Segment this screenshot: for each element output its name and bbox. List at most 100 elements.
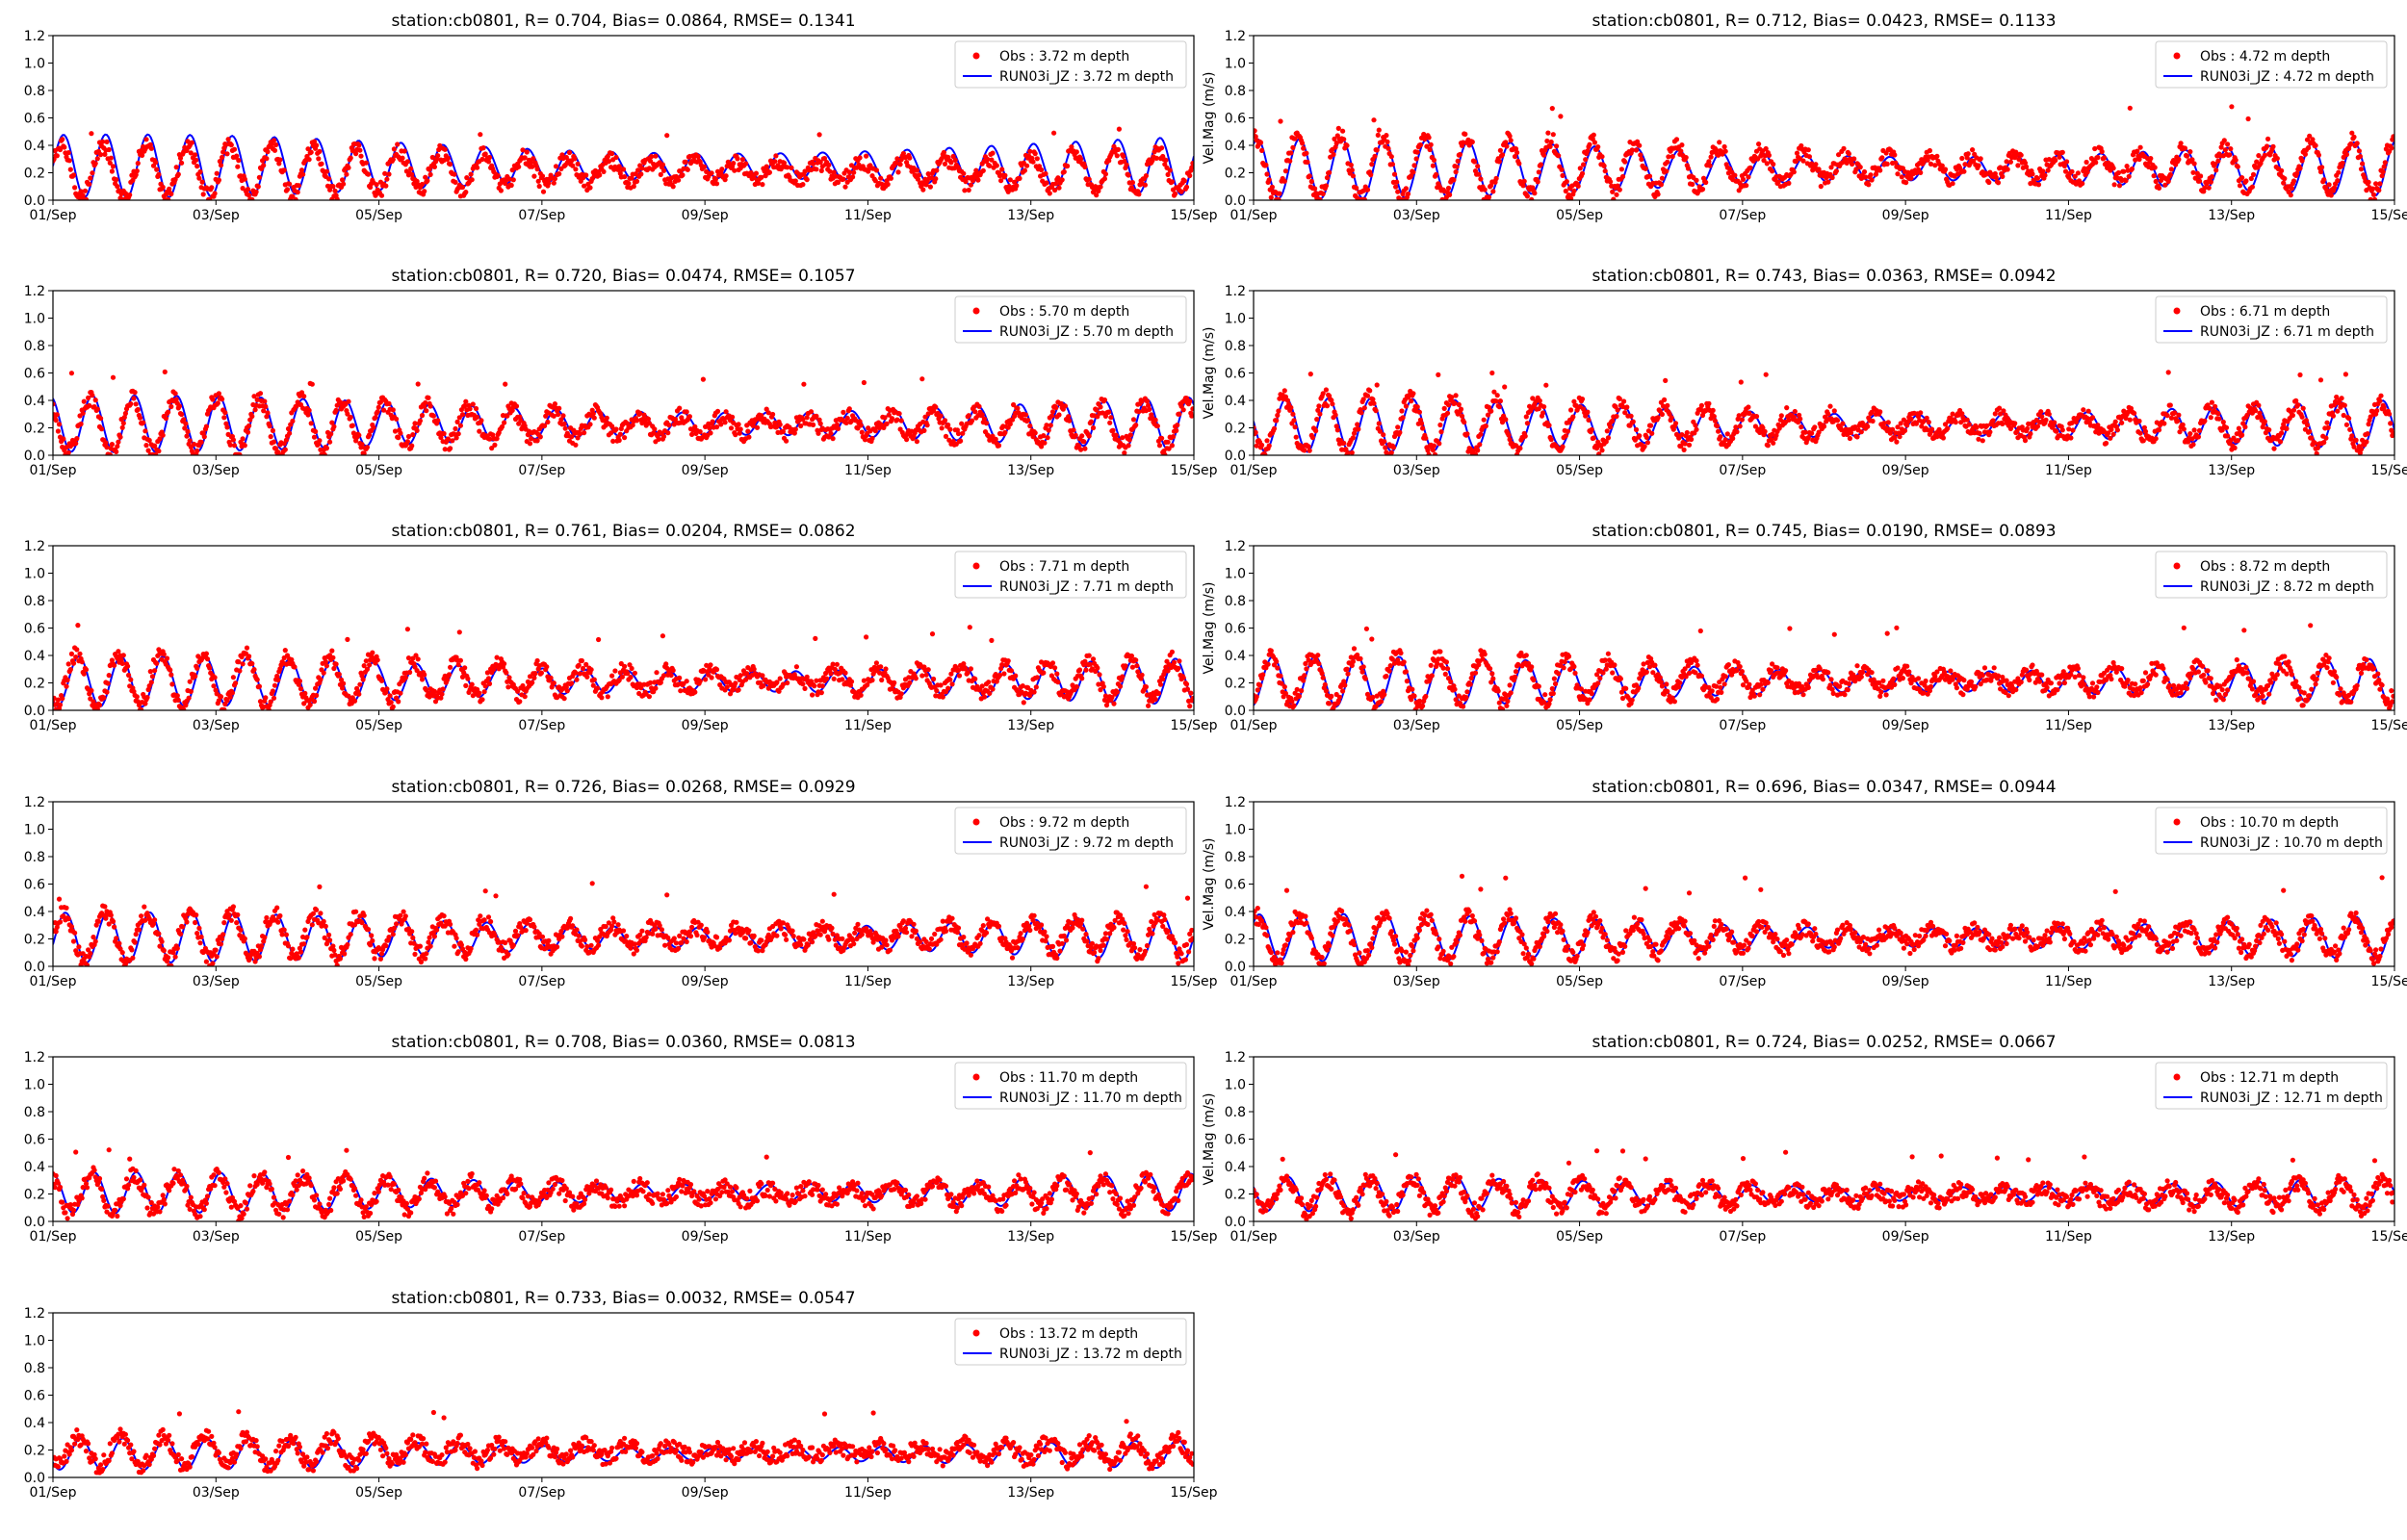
obs-point bbox=[2220, 419, 2226, 425]
obs-point bbox=[187, 679, 193, 684]
obs-point bbox=[1563, 433, 1568, 439]
obs-point bbox=[723, 173, 729, 179]
obs-point bbox=[649, 154, 655, 160]
obs-point bbox=[311, 139, 318, 144]
obs-point bbox=[677, 405, 683, 411]
obs-point bbox=[2349, 433, 2355, 439]
x-tick-label: 07/Sep bbox=[518, 463, 565, 478]
obs-point bbox=[1427, 146, 1433, 153]
obs-point bbox=[494, 436, 500, 442]
obs-point bbox=[349, 423, 355, 428]
obs-point bbox=[1797, 412, 1802, 418]
obs-point bbox=[453, 435, 459, 441]
obs-point bbox=[2039, 414, 2045, 420]
obs-point bbox=[1069, 144, 1074, 150]
obs-point bbox=[86, 395, 91, 400]
obs-point bbox=[1945, 425, 1951, 431]
y-tick-label: 0.6 bbox=[1225, 367, 1246, 382]
obs-point bbox=[1764, 161, 1770, 167]
obs-point bbox=[457, 423, 463, 428]
obs-point bbox=[2381, 404, 2387, 411]
obs-point bbox=[1395, 424, 1401, 430]
obs-point bbox=[931, 408, 937, 414]
obs-point bbox=[2125, 409, 2131, 415]
obs-point bbox=[2016, 157, 2022, 163]
obs-point bbox=[510, 177, 516, 183]
obs-point bbox=[1022, 412, 1029, 418]
obs-point bbox=[345, 636, 350, 643]
obs-point bbox=[345, 411, 350, 417]
obs-point bbox=[753, 170, 760, 176]
obs-point bbox=[1453, 393, 1459, 398]
obs-point bbox=[1376, 127, 1382, 133]
obs-point bbox=[503, 381, 508, 387]
obs-point bbox=[841, 176, 846, 182]
obs-point bbox=[1503, 417, 1509, 423]
obs-point bbox=[1885, 420, 1891, 425]
obs-point bbox=[261, 163, 267, 168]
x-tick-label: 15/Sep bbox=[2371, 208, 2407, 223]
obs-point bbox=[1805, 147, 1811, 153]
obs-point bbox=[859, 429, 865, 435]
obs-point bbox=[1147, 406, 1152, 412]
obs-point bbox=[708, 430, 713, 436]
obs-point bbox=[1411, 163, 1417, 168]
obs-point bbox=[271, 695, 277, 701]
obs-point bbox=[296, 183, 301, 189]
obs-point bbox=[1892, 435, 1898, 441]
obs-point bbox=[486, 436, 493, 442]
obs-point bbox=[2156, 427, 2162, 433]
obs-point bbox=[1928, 161, 1934, 167]
obs-point bbox=[324, 663, 329, 669]
obs-point bbox=[1585, 148, 1591, 154]
obs-point bbox=[2005, 167, 2010, 172]
obs-point bbox=[2126, 173, 2132, 179]
obs-point bbox=[244, 645, 250, 651]
obs-point bbox=[1995, 180, 2002, 186]
obs-point bbox=[1732, 172, 1738, 178]
obs-point bbox=[1831, 408, 1837, 414]
y-tick-label: 0.4 bbox=[24, 394, 45, 409]
obs-point bbox=[265, 149, 271, 155]
obs-point bbox=[1348, 162, 1354, 168]
obs-point bbox=[759, 174, 764, 180]
obs-point bbox=[680, 172, 686, 178]
obs-point bbox=[590, 411, 596, 417]
obs-point bbox=[450, 438, 455, 444]
obs-point bbox=[1786, 180, 1792, 186]
obs-point bbox=[1278, 118, 1283, 124]
obs-point bbox=[182, 425, 188, 431]
obs-point bbox=[141, 420, 146, 425]
obs-point bbox=[2366, 422, 2371, 427]
obs-point bbox=[2245, 116, 2251, 122]
obs-point bbox=[1372, 153, 1378, 159]
obs-point bbox=[346, 165, 351, 170]
obs-point bbox=[1180, 407, 1186, 413]
obs-point bbox=[1120, 435, 1126, 441]
obs-point bbox=[583, 172, 589, 178]
obs-point bbox=[481, 689, 487, 695]
obs-point bbox=[1048, 423, 1053, 428]
obs-point bbox=[216, 698, 221, 704]
obs-point bbox=[1664, 168, 1669, 174]
obs-point bbox=[470, 401, 476, 407]
obs-point bbox=[2095, 423, 2101, 428]
obs-point bbox=[551, 413, 556, 419]
obs-point bbox=[455, 431, 461, 437]
obs-point bbox=[1802, 429, 1808, 435]
obs-point bbox=[573, 167, 579, 172]
obs-point bbox=[290, 193, 296, 199]
obs-point bbox=[1048, 413, 1054, 419]
obs-point bbox=[289, 656, 295, 663]
obs-point bbox=[683, 159, 688, 165]
x-tick-label: 07/Sep bbox=[1719, 463, 1766, 478]
obs-point bbox=[1690, 181, 1695, 188]
obs-point bbox=[2109, 426, 2114, 432]
obs-point bbox=[1044, 180, 1049, 186]
obs-point bbox=[486, 154, 493, 161]
obs-point bbox=[556, 171, 562, 177]
obs-point bbox=[1615, 407, 1620, 413]
obs-point bbox=[166, 196, 171, 200]
obs-point bbox=[356, 691, 362, 697]
